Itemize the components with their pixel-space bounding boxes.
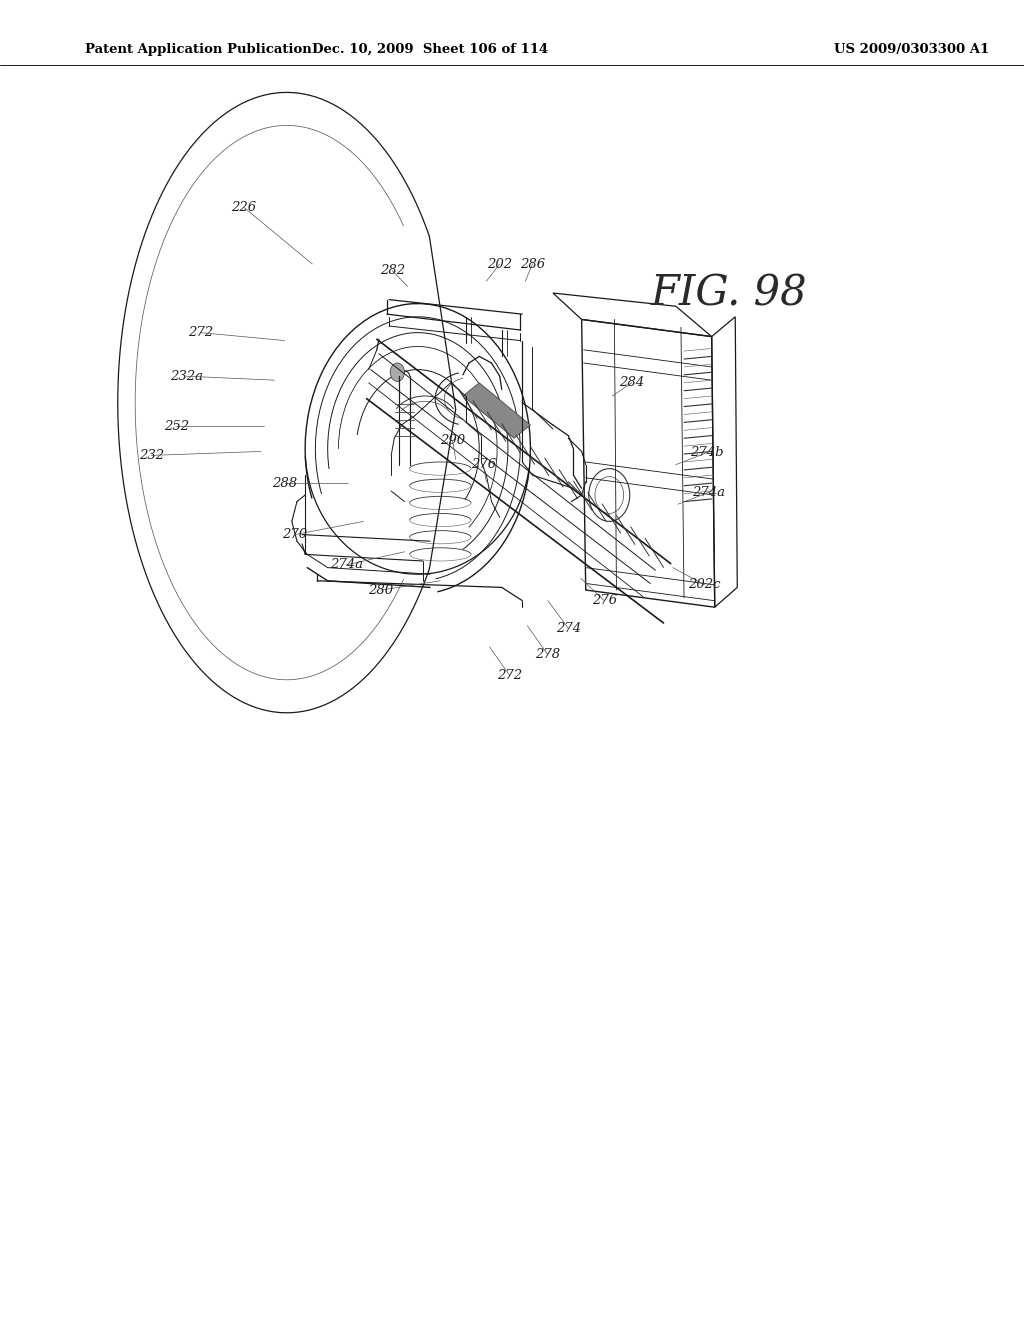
Text: 272: 272 (188, 326, 213, 339)
Text: 276: 276 (592, 594, 616, 607)
Text: 232a: 232a (170, 370, 203, 383)
Text: FIG. 98: FIG. 98 (650, 272, 807, 314)
Text: 280: 280 (369, 583, 393, 597)
Text: 270: 270 (283, 528, 307, 541)
Text: 274a: 274a (692, 486, 725, 499)
Text: 274b: 274b (690, 446, 723, 459)
Text: 252: 252 (164, 420, 188, 433)
Text: 290: 290 (440, 434, 465, 447)
Text: 274a: 274a (330, 558, 362, 572)
Text: Patent Application Publication: Patent Application Publication (85, 44, 311, 55)
Text: 276: 276 (471, 458, 496, 471)
Text: US 2009/0303300 A1: US 2009/0303300 A1 (834, 44, 989, 55)
Circle shape (390, 363, 404, 381)
Text: 288: 288 (272, 477, 297, 490)
Text: 226: 226 (231, 201, 256, 214)
Text: 278: 278 (536, 648, 560, 661)
Text: 282: 282 (380, 264, 404, 277)
Text: 284: 284 (620, 376, 644, 389)
Text: 202c: 202c (688, 578, 721, 591)
Text: 202: 202 (487, 257, 512, 271)
Polygon shape (463, 383, 530, 438)
Text: 286: 286 (520, 257, 545, 271)
Text: Dec. 10, 2009  Sheet 106 of 114: Dec. 10, 2009 Sheet 106 of 114 (312, 44, 548, 55)
Text: 272: 272 (498, 669, 522, 682)
Text: 274: 274 (556, 622, 581, 635)
Text: 232: 232 (139, 449, 164, 462)
